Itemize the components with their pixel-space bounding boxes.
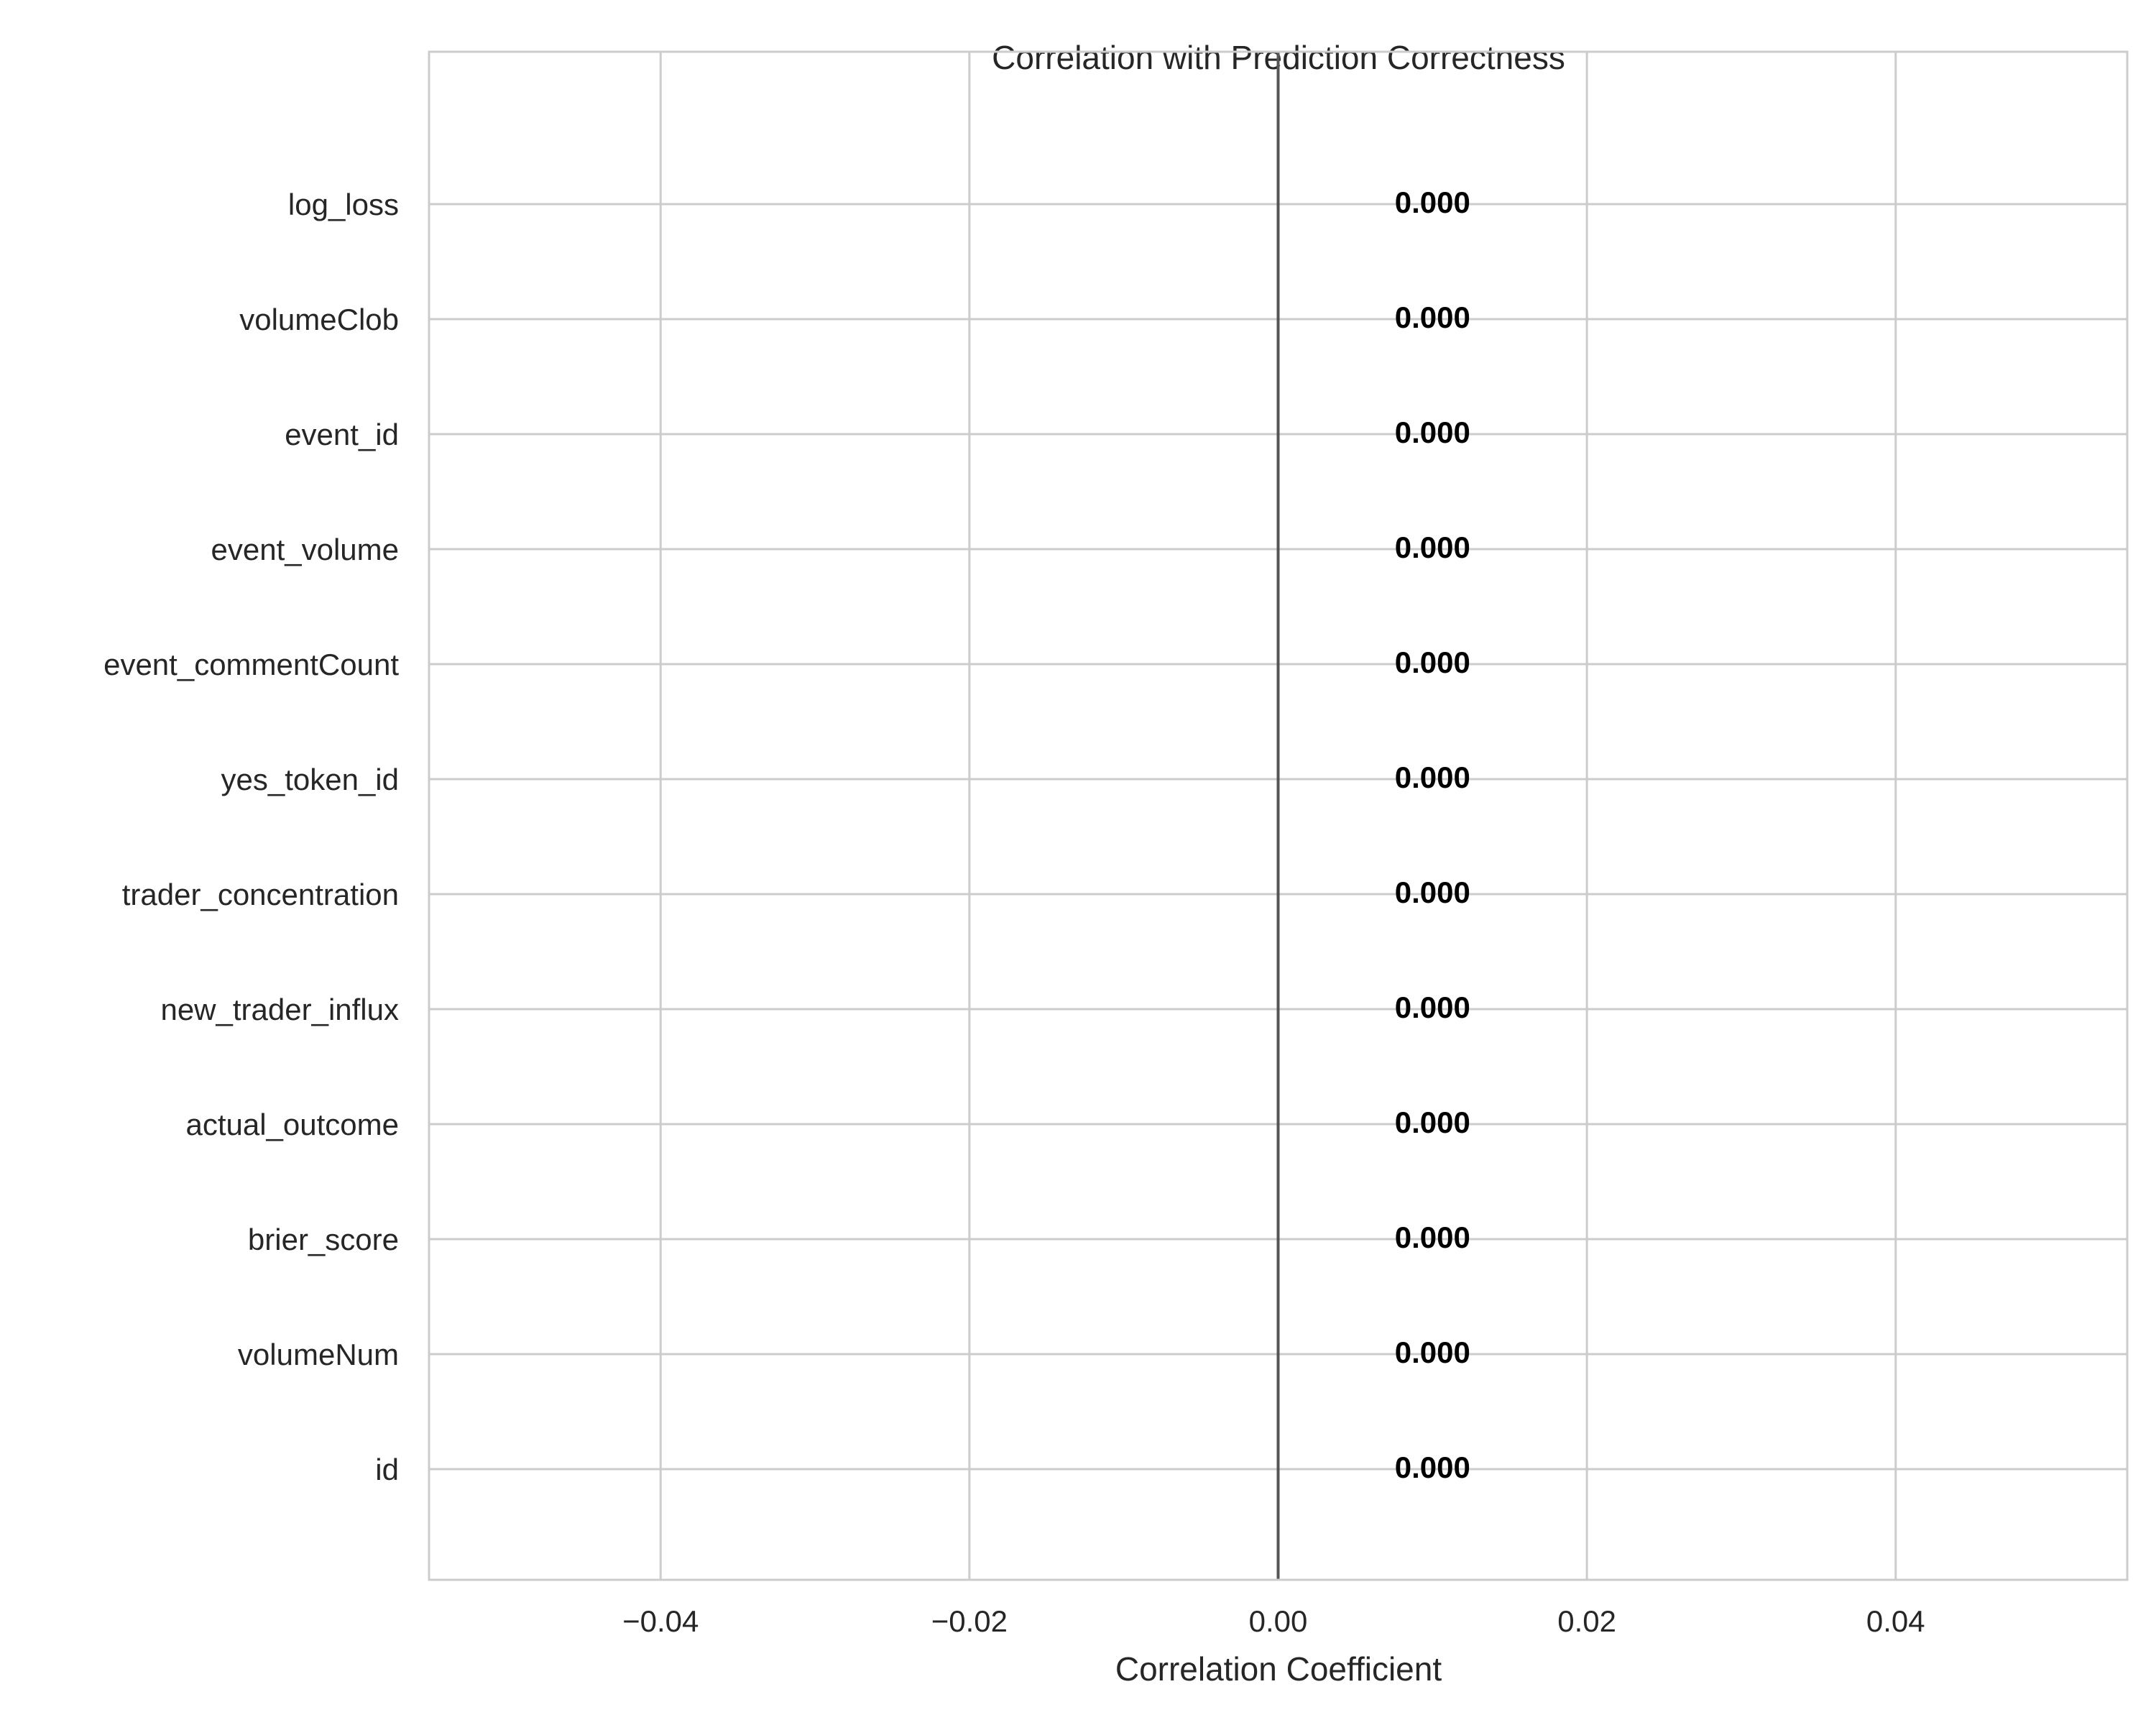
data-label-yes_token_id: 0.000 [1395, 760, 1470, 794]
y-tick-label-actual_outcome: actual_outcome [185, 1108, 399, 1141]
x-tick-label-3: 0.02 [1557, 1604, 1616, 1638]
y-tick-label-log_loss: log_loss [288, 188, 399, 221]
data-label-log_loss: 0.000 [1395, 185, 1470, 219]
data-label-event_id: 0.000 [1395, 415, 1470, 449]
data-label-event_commentCount: 0.000 [1395, 645, 1470, 679]
data-label-volumeNum: 0.000 [1395, 1335, 1470, 1369]
y-tick-label-event_id: event_id [285, 418, 399, 451]
data-label-volumeClob: 0.000 [1395, 300, 1470, 334]
x-tick-label-2: 0.00 [1249, 1604, 1308, 1638]
x-tick-labels: −0.04 −0.02 0.00 0.02 0.04 [622, 1604, 1925, 1638]
y-tick-label-volumeNum: volumeNum [238, 1338, 399, 1371]
y-tick-label-yes_token_id: yes_token_id [221, 763, 399, 796]
y-tick-label-brier_score: brier_score [248, 1223, 399, 1256]
data-label-actual_outcome: 0.000 [1395, 1105, 1470, 1139]
data-label-trader_concentration: 0.000 [1395, 875, 1470, 909]
y-tick-labels: log_loss volumeClob event_id event_volumeev… [103, 188, 399, 1486]
data-label-brier_score: 0.000 [1395, 1220, 1470, 1254]
y-tick-label-id: id [375, 1453, 399, 1486]
data-labels: 0.000 0.000 0.000 0.000 0.000 0.000 0.000 0.000… [1395, 185, 1470, 1484]
data-label-id: 0.000 [1395, 1450, 1470, 1484]
x-tick-label-1: −0.02 [931, 1604, 1008, 1638]
x-axis-label: Correlation Coefficient [1115, 1650, 1442, 1688]
y-tick-label-event_commentCount: event_commentCount [103, 648, 399, 681]
y-tick-label-volumeClob: volumeClob [239, 303, 399, 336]
y-tick-label-new_trader_influx: new_trader_influx [160, 993, 399, 1026]
x-tick-label-4: 0.04 [1866, 1604, 1925, 1638]
y-tick-label-trader_concentration: trader_concentration [122, 878, 399, 911]
plot-frame [428, 50, 2129, 1581]
y-tick-label-event_volume: event_volume [211, 533, 400, 566]
data-label-new_trader_influx: 0.000 [1395, 990, 1470, 1024]
data-label-event_volume: 0.000 [1395, 530, 1470, 564]
x-tick-label-0: −0.04 [622, 1604, 699, 1638]
